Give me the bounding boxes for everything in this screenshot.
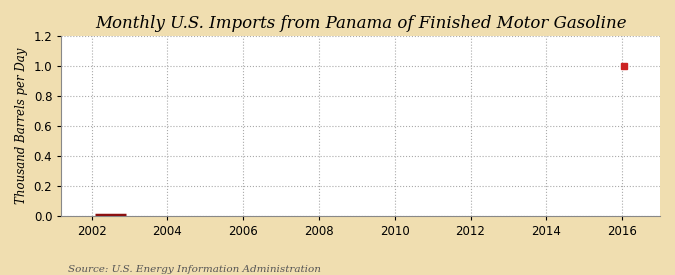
Y-axis label: Thousand Barrels per Day: Thousand Barrels per Day bbox=[15, 48, 28, 204]
Text: Source: U.S. Energy Information Administration: Source: U.S. Energy Information Administ… bbox=[68, 265, 321, 274]
Title: Monthly U.S. Imports from Panama of Finished Motor Gasoline: Monthly U.S. Imports from Panama of Fini… bbox=[95, 15, 626, 32]
